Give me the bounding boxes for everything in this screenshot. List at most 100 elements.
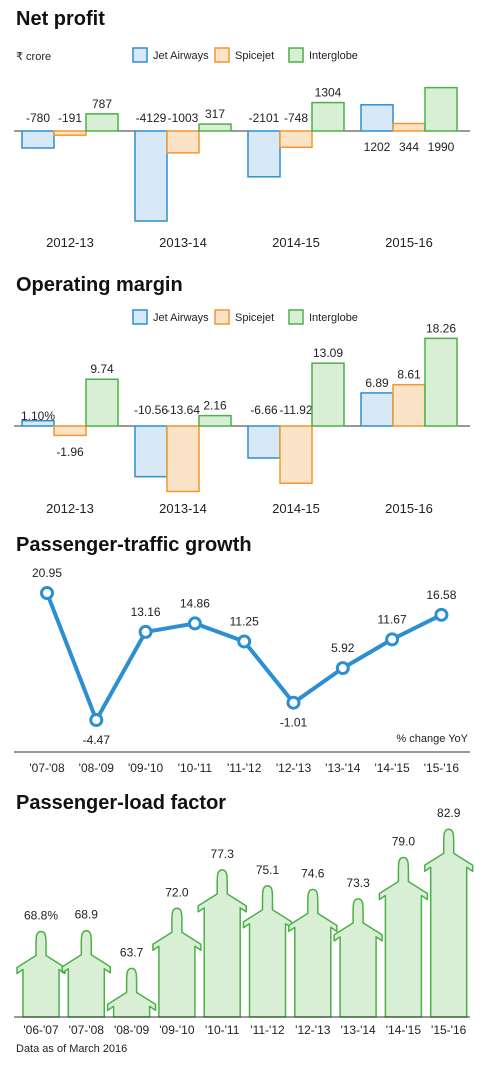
passenger-load-category-label-3: '09-'10 [159,1023,195,1037]
net-profit-legend: Jet Airways Spicejet Interglobe [132,47,358,63]
passenger-load-value-label-4: 77.3 [211,847,235,861]
passenger-traffic-point-2 [138,624,153,639]
operating-margin-value-label-2-1: -11.92 [279,403,312,417]
passenger-load-plane-bar-5 [242,885,293,1018]
passenger-load-plane-bar-0 [16,930,66,1018]
passenger-traffic-point-4 [237,634,252,649]
passenger-load-category-label-7: '13-'14 [340,1023,376,1037]
operating-margin-bar-1-0 [134,425,168,478]
passenger-load-category-label-1: '07-'08 [69,1023,105,1037]
operating-margin-bar-1-1 [166,425,200,493]
net-profit-value-label-2-0: -2101 [249,111,280,125]
passenger-load-plane-bar-6 [288,888,338,1018]
operating-margin-value-label-1-2: 2.16 [203,399,227,413]
passenger-load-plane-bar-1 [61,929,112,1018]
net-profit-value-label-3-0: 1202 [364,140,391,154]
operating-margin-bar-0-2 [85,378,119,427]
passenger-traffic-point-6 [335,661,350,676]
operating-margin-chart: Operating margin Jet Airways Spicejet Inte… [14,274,470,516]
passenger-traffic-value-label-1: -4.47 [83,733,111,747]
passenger-load-plane-bar-7 [333,898,383,1018]
passenger-traffic-value-label-2: 13.16 [131,605,161,619]
passenger-traffic-value-label-5: -1.01 [280,716,308,730]
passenger-load-plane-bar-2 [106,967,157,1018]
operating-margin-value-label-2-2: 13.09 [313,346,343,360]
net-profit-category-label-0: 2012-13 [46,235,94,250]
passenger-load-title: Passenger-load factor [16,792,226,814]
passenger-traffic-line: 20.95 '07-'08 -4.47 '08-'09 13.16 '09-'10 14.8… [14,566,470,775]
passenger-load-category-label-8: '14-'15 [386,1023,422,1037]
passenger-load-chart: Passenger-load factor 68.8% '06-'07 68.9 '0… [14,792,474,1055]
net-profit-category-label-3: 2015-16 [385,235,433,250]
passenger-load-category-label-4: '10-'11 [205,1023,240,1037]
passenger-traffic-point-7 [385,632,400,647]
passenger-load-source-note: Data as of March 2016 [16,1043,127,1055]
operating-margin-bar-2-1 [279,425,313,484]
passenger-load-planes: 68.8% '06-'07 68.9 '07-'08 63.7 '08-'09 72.0 '0… [14,806,474,1037]
operating-margin-legend-swatch-0 [132,309,148,325]
net-profit-value-label-0-0: -780 [26,111,50,125]
net-profit-value-label-0-2: 787 [92,97,112,111]
net-profit-bar-1-1 [166,130,200,154]
operating-margin-value-label-0-2: 9.74 [90,362,114,376]
operating-margin-category-label-1: 2013-14 [159,501,207,516]
passenger-traffic-category-label-5: '12-'13 [276,761,312,775]
operating-margin-value-label-3-0: 6.89 [365,376,389,390]
passenger-traffic-value-label-7: 11.67 [378,612,407,626]
net-profit-legend-swatch-0 [132,47,148,63]
passenger-load-category-label-2: '08-'09 [114,1023,150,1037]
operating-margin-legend: Jet Airways Spicejet Interglobe [132,309,358,325]
passenger-load-value-label-0: 68.8% [24,908,58,922]
passenger-load-value-label-2: 63.7 [120,945,144,959]
operating-margin-bar-3-1 [392,383,426,427]
passenger-traffic-value-label-4: 11.25 [230,614,259,628]
passenger-traffic-title: Passenger-traffic growth [16,534,252,556]
operating-margin-value-label-0-0: 1.10% [21,409,55,423]
passenger-traffic-value-label-0: 20.95 [32,566,62,580]
passenger-load-value-label-1: 68.9 [75,908,99,922]
net-profit-value-label-3-1: 344 [399,140,419,154]
passenger-load-plane-bar-4 [197,869,247,1018]
operating-margin-title: Operating margin [16,274,183,296]
operating-margin-value-label-3-1: 8.61 [397,368,421,382]
passenger-load-value-label-6: 74.6 [301,866,325,880]
net-profit-value-label-1-0: -4129 [136,111,167,125]
net-profit-chart: Net profit ₹ crore Jet Airways Spicejet In… [14,8,470,250]
passenger-load-category-label-5: '11-'12 [250,1023,285,1037]
operating-margin-legend-label-2: Interglobe [309,312,358,324]
operating-margin-value-label-0-1: -1.96 [56,445,84,459]
operating-margin-legend-label-0: Jet Airways [153,312,209,324]
passenger-load-plane-bar-8 [378,856,429,1018]
net-profit-title: Net profit [16,8,105,30]
net-profit-bar-3-0 [360,104,394,132]
operating-margin-bar-3-2 [424,337,458,427]
net-profit-bar-3-2 [424,86,458,132]
operating-margin-legend-swatch-1 [214,309,230,325]
net-profit-bar-1-0 [134,130,168,222]
net-profit-bar-0-2 [85,113,119,132]
operating-margin-bar-3-0 [360,392,394,427]
net-profit-value-label-2-2: 1304 [315,86,342,100]
operating-margin-category-label-3: 2015-16 [385,501,433,516]
net-profit-value-label-2-1: -748 [284,111,308,125]
passenger-traffic-category-label-4: '11-'12 [227,761,262,775]
passenger-load-value-label-3: 72.0 [165,885,189,899]
passenger-load-value-label-8: 79.0 [392,835,416,849]
net-profit-bar-3-1 [392,122,426,132]
passenger-load-value-label-9: 82.9 [437,806,461,820]
passenger-load-category-label-9: '15-'16 [431,1023,467,1037]
operating-margin-legend-label-1: Spicejet [235,312,274,324]
passenger-traffic-category-label-0: '07-'08 [29,761,65,775]
net-profit-bar-0-1 [53,130,87,136]
passenger-traffic-category-label-3: '10-'11 [178,761,213,775]
operating-margin-value-label-1-1: -13.64 [166,403,200,417]
operating-margin-value-label-2-0: -6.66 [250,403,278,417]
net-profit-value-label-1-1: -1003 [168,111,199,125]
passenger-traffic-category-label-7: '14-'15 [374,761,410,775]
passenger-traffic-value-label-6: 5.92 [331,641,355,655]
net-profit-category-label-2: 2014-15 [272,235,320,250]
passenger-load-category-label-0: '06-'07 [23,1023,59,1037]
passenger-traffic-point-0 [40,586,54,600]
passenger-load-value-label-5: 75.1 [256,863,280,877]
net-profit-legend-label-1: Spicejet [235,50,274,62]
